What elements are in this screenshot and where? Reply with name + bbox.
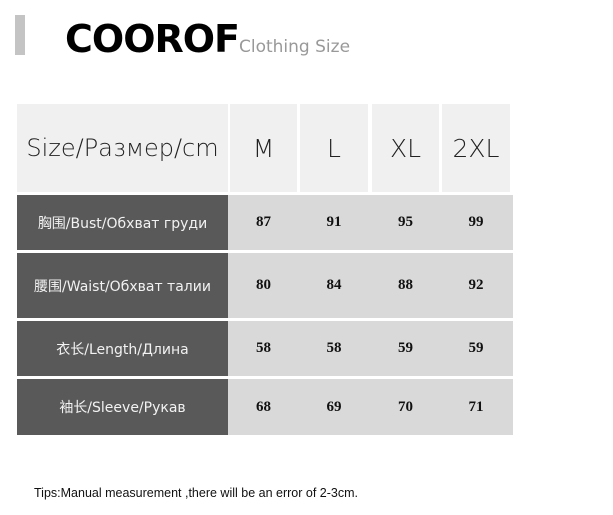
header-xl: XL: [372, 104, 439, 192]
table-row: [228, 379, 513, 435]
size-value: 68: [256, 398, 271, 415]
size-value: 58: [326, 340, 342, 356]
brand-title: COOROF: [65, 17, 240, 61]
size-value: 92: [468, 277, 484, 293]
size-value: 84: [326, 277, 342, 293]
header-m: M: [230, 104, 297, 192]
size-value: 87: [256, 214, 271, 230]
row-label: 腰围/Waist/Обхват талии: [17, 253, 228, 318]
row-label: 胸围/Bust/Обхват груди: [17, 195, 228, 250]
size-value: 91: [326, 214, 342, 230]
row-label: 袖长/Sleeve/Рукав: [17, 379, 228, 435]
table-row: [228, 321, 513, 376]
header-2xl: 2XL: [442, 104, 510, 192]
size-value: 59: [398, 340, 413, 356]
table-row: [228, 195, 513, 250]
size-value: 58: [256, 340, 271, 356]
size-value: 59: [468, 340, 484, 356]
accent-bar: [15, 15, 25, 55]
size-value: 70: [398, 398, 413, 415]
size-value: 69: [326, 398, 342, 415]
header-size-label: Size/Размер/cm: [17, 104, 228, 192]
size-value: 88: [398, 277, 413, 293]
size-value: 80: [256, 277, 271, 293]
row-label: 衣长/Length/Длина: [17, 321, 228, 376]
subtitle: Clothing Size: [239, 37, 351, 57]
tips-note: Tips:Manual measurement ,there will be a…: [34, 486, 358, 500]
table-row: [228, 253, 513, 318]
size-value: 99: [468, 214, 484, 230]
header-l: L: [300, 104, 368, 192]
size-value: 95: [398, 214, 413, 230]
size-value: 71: [468, 398, 484, 415]
